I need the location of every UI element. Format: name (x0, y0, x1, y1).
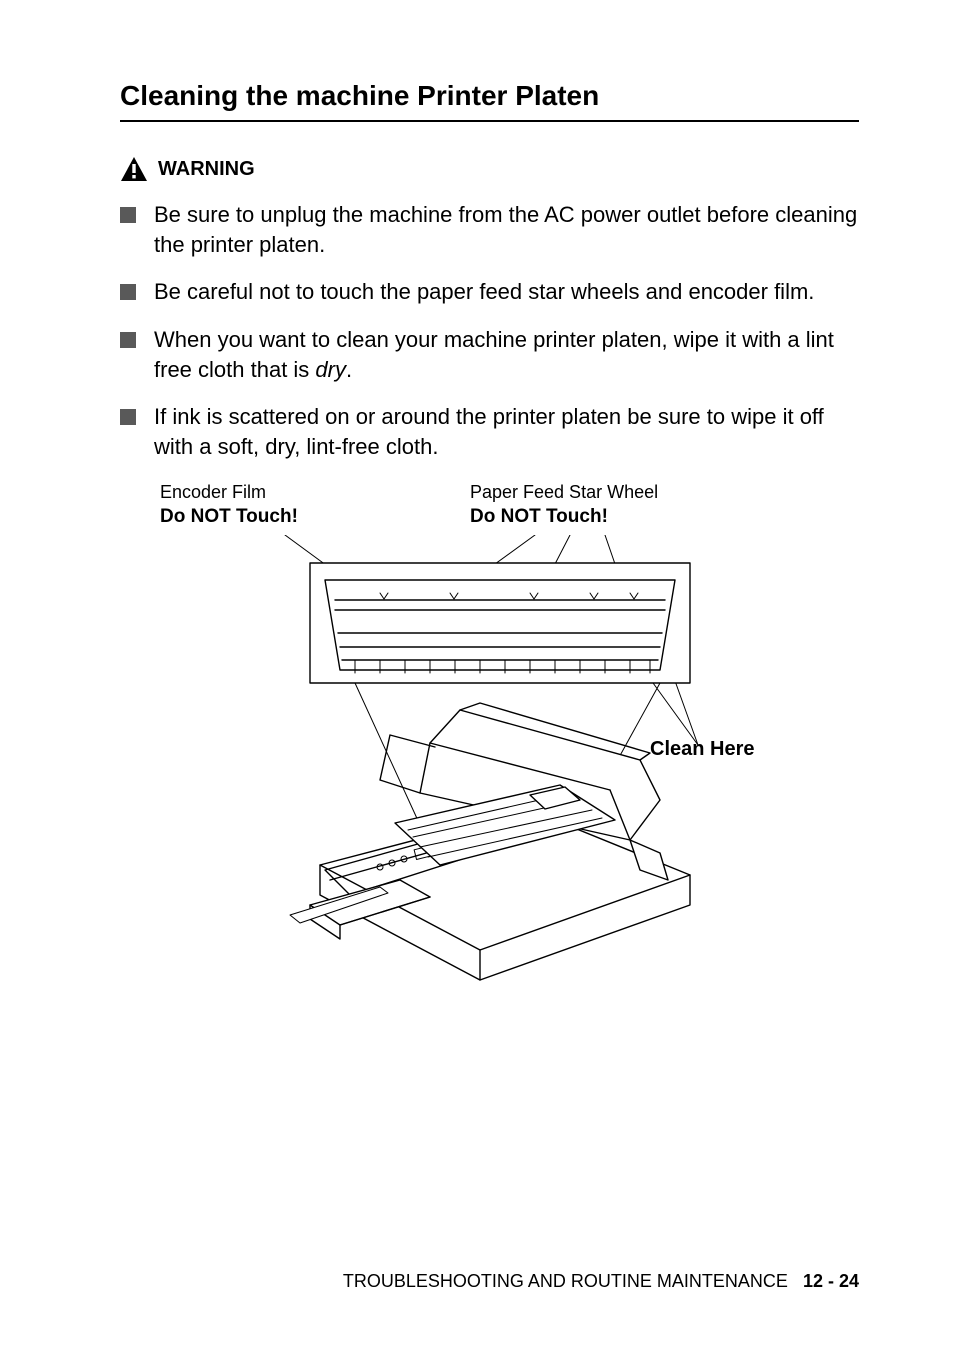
text-segment: When you want to clean your machine prin… (154, 327, 834, 382)
list-item: When you want to clean your machine prin… (120, 325, 859, 384)
text-segment: . (346, 357, 352, 382)
printer-diagram: Encoder Film Do NOT Touch! Paper Feed St… (120, 480, 859, 1000)
square-bullet-icon (120, 207, 136, 223)
footer-text: TROUBLESHOOTING AND ROUTINE MAINTENANCE (343, 1271, 788, 1291)
bullet-text: Be careful not to touch the paper feed s… (154, 277, 859, 307)
warning-header: WARNING (120, 156, 859, 182)
list-item: If ink is scattered on or around the pri… (120, 402, 859, 461)
bullet-text: Be sure to unplug the machine from the A… (154, 200, 859, 259)
list-item: Be sure to unplug the machine from the A… (120, 200, 859, 259)
manual-page: Cleaning the machine Printer Platen WARN… (0, 0, 954, 1352)
page-number: 12 - 24 (803, 1271, 859, 1291)
callout-line2: Do NOT Touch! (160, 504, 370, 530)
callout-line2: Do NOT Touch! (470, 504, 730, 530)
callout-encoder-film: Encoder Film Do NOT Touch! (160, 480, 370, 530)
warning-triangle-icon (120, 156, 148, 182)
printer-line-art-icon (230, 535, 790, 995)
bullet-text: When you want to clean your machine prin… (154, 325, 859, 384)
callout-star-wheel: Paper Feed Star Wheel Do NOT Touch! (470, 480, 730, 530)
bullet-text: If ink is scattered on or around the pri… (154, 402, 859, 461)
warning-label: WARNING (158, 158, 255, 181)
square-bullet-icon (120, 332, 136, 348)
square-bullet-icon (120, 409, 136, 425)
page-footer: TROUBLESHOOTING AND ROUTINE MAINTENANCE … (343, 1271, 859, 1292)
callout-line1: Paper Feed Star Wheel (470, 480, 730, 504)
text-segment: If ink is scattered on or around the pri… (154, 404, 824, 459)
text-segment: Be sure to unplug the machine from the A… (154, 202, 857, 257)
text-segment: Be careful not to touch the paper feed s… (154, 279, 814, 304)
list-item: Be careful not to touch the paper feed s… (120, 277, 859, 307)
warning-bullet-list: Be sure to unplug the machine from the A… (120, 200, 859, 462)
square-bullet-icon (120, 284, 136, 300)
text-italic: dry (315, 357, 346, 382)
section-title: Cleaning the machine Printer Platen (120, 80, 859, 122)
callout-line1: Encoder Film (160, 480, 370, 504)
